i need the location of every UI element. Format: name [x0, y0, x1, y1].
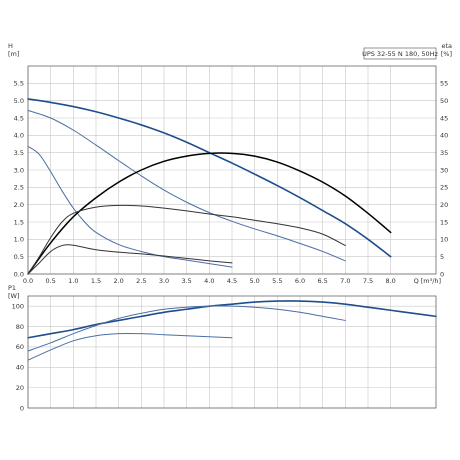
head-curve-2 — [27, 145, 233, 268]
efficiency-curve-5 — [27, 244, 233, 275]
top-y-tick-label: 4.0 — [14, 132, 24, 140]
bottom-y-tick-label: 80 — [16, 323, 24, 331]
bottom-y-tick-label: 100 — [12, 302, 24, 310]
bottom-y-tick-label: 40 — [16, 364, 24, 372]
top-x-tick-label: 6.5 — [317, 277, 327, 285]
top-y-tick-label: 0.5 — [14, 253, 24, 261]
top-y-right-tick-label: 35 — [440, 149, 448, 157]
efficiency-curve-3 — [27, 152, 392, 275]
efficiency-curve-4 — [27, 204, 346, 275]
top-x-tick-label: 2.0 — [113, 277, 123, 285]
top-x-tick-label: 1.5 — [91, 277, 101, 285]
grid-layer — [27, 66, 436, 409]
top-y-right-tick-label: 15 — [440, 218, 448, 226]
top-x-axis-label: Q [m³/h] — [414, 277, 442, 285]
top-x-tick-label: 6.0 — [295, 277, 305, 285]
top-y-tick-label: 2.5 — [14, 184, 24, 192]
top-x-tick-label: 7.0 — [340, 277, 350, 285]
top-right-axis-label: eta [%] — [441, 42, 452, 58]
power-curve-0 — [27, 300, 437, 339]
top-y-tick-label: 0.0 — [14, 270, 24, 278]
top-y-tick-label: 2.0 — [14, 201, 24, 209]
legend-text: UPS 32-55 N 180, 50Hz — [362, 50, 438, 58]
legend-box — [363, 47, 437, 60]
top-x-tick-label: 7.5 — [363, 277, 373, 285]
text-layer: 0.0 0.5 1.0 1.5 2.0 2.5 3.0 3.5 4.0 4.5 5.0 5.5 6.0 6… — [8, 42, 452, 412]
top-y-right-tick-label: 50 — [440, 97, 448, 105]
top-y-right-tick-label: 5 — [440, 253, 444, 261]
top-y-tick-label: 3.0 — [14, 166, 24, 174]
top-x-tick-label: 0.0 — [23, 277, 33, 285]
top-x-tick-label: 2.5 — [136, 277, 146, 285]
top-y-tick-label: 1.5 — [14, 218, 24, 226]
top-x-tick-label: 5.5 — [272, 277, 282, 285]
top-y-right-tick-label: 0 — [440, 270, 444, 278]
top-y-right-tick-label: 20 — [440, 201, 448, 209]
power-curve-1 — [27, 305, 346, 352]
curves-layer — [27, 98, 437, 361]
top-x-tick-label: 3.5 — [181, 277, 191, 285]
top-plot-frame — [27, 65, 437, 275]
power-curve-2 — [27, 332, 233, 361]
top-x-tick-label: 4.5 — [227, 277, 237, 285]
top-y-right-tick-label: 25 — [440, 184, 448, 192]
top-x-tick-label: 4.0 — [204, 277, 214, 285]
top-y-right-tick-label: 30 — [440, 166, 448, 174]
bottom-y-tick-label: 0 — [20, 404, 24, 412]
bottom-plot-frame — [27, 295, 437, 409]
top-y-tick-label: 5.5 — [14, 80, 24, 88]
frame-layer — [27, 47, 437, 409]
top-x-tick-label: 0.5 — [45, 277, 55, 285]
head-curve-1 — [27, 109, 346, 262]
top-y-right-tick-label: 40 — [440, 132, 448, 140]
top-left-axis-label: H [m] — [8, 42, 19, 58]
bottom-left-axis-label: P1 [W] — [8, 284, 20, 300]
top-y-right-tick-label: 10 — [440, 236, 448, 244]
top-y-right-tick-label: 55 — [440, 80, 448, 88]
top-x-tick-label: 1.0 — [68, 277, 78, 285]
top-x-tick-label: 3.0 — [159, 277, 169, 285]
top-y-tick-label: 1.0 — [14, 236, 24, 244]
top-x-tick-label: 8.0 — [385, 277, 395, 285]
bottom-y-tick-label: 60 — [16, 343, 24, 351]
bottom-y-tick-label: 20 — [16, 384, 24, 392]
top-x-tick-label: 5.0 — [249, 277, 259, 285]
top-y-tick-label: 5.0 — [14, 97, 24, 105]
top-y-tick-label: 3.5 — [14, 149, 24, 157]
top-y-tick-label: 4.5 — [14, 114, 24, 122]
top-y-right-tick-label: 45 — [440, 114, 448, 122]
